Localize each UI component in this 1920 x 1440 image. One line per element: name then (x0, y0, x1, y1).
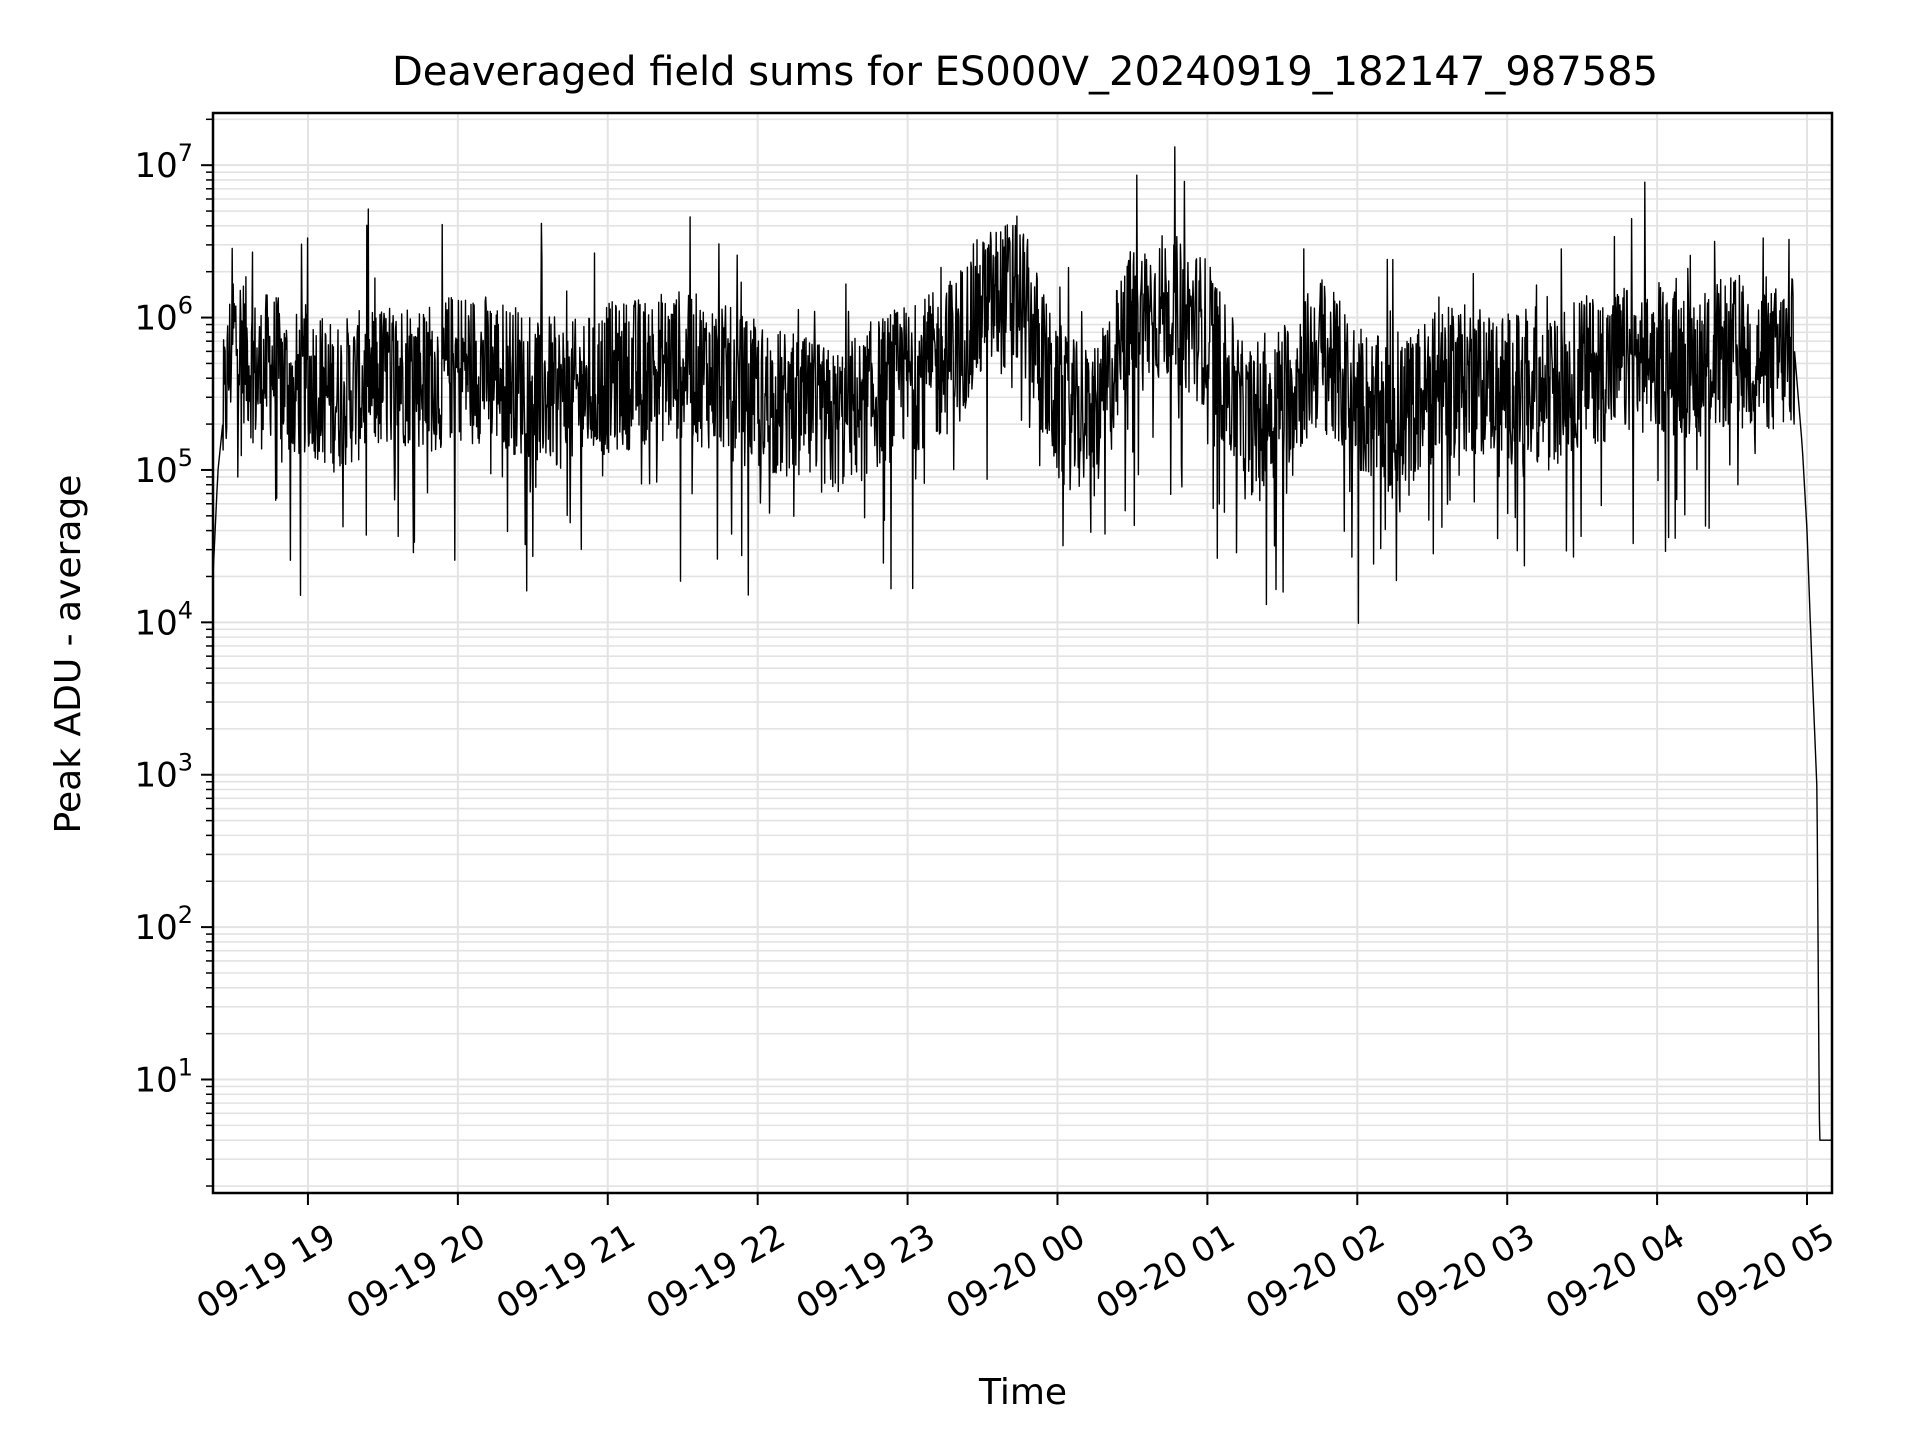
y-tick-label: 105 (134, 444, 193, 491)
plot-frame (211, 111, 1834, 1195)
y-axis-label: Peak ADU - average (48, 475, 89, 834)
y-tick-label: 107 (134, 139, 193, 186)
y-tick-label: 102 (134, 901, 193, 948)
series-line (212, 146, 1833, 1141)
grid (213, 113, 1832, 1193)
y-tick-label: 103 (134, 749, 193, 796)
y-tick-label: 104 (134, 596, 193, 643)
chart-title: Deaveraged field sums for ES000V_2024091… (392, 49, 1658, 95)
y-tick-label: 101 (134, 1054, 193, 1101)
y-tick-label: 106 (134, 292, 193, 339)
data-layer (212, 146, 1833, 1141)
x-axis-label: Time (978, 1372, 1067, 1413)
